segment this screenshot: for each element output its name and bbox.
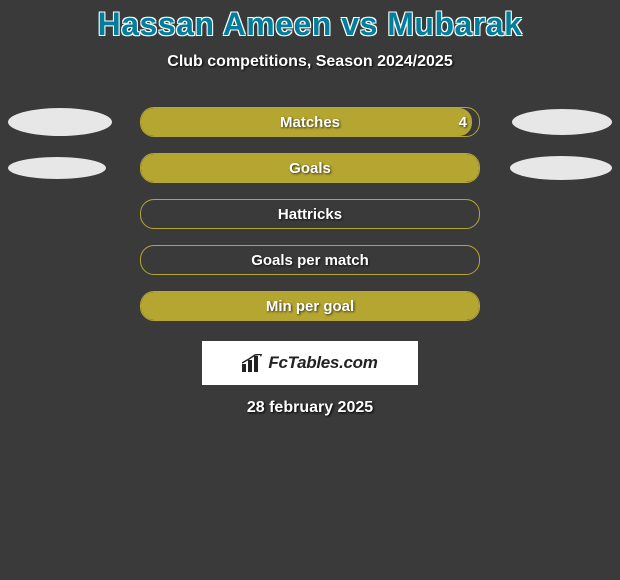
stat-row: Min per goal bbox=[0, 289, 620, 323]
stat-row: Hattricks bbox=[0, 197, 620, 231]
stat-bar: Min per goal bbox=[140, 291, 480, 321]
stat-bar: Matches 4 bbox=[140, 107, 480, 137]
left-ellipse bbox=[8, 157, 106, 179]
right-ellipse bbox=[510, 156, 612, 180]
stat-bar: Hattricks bbox=[140, 199, 480, 229]
subtitle: Club competitions, Season 2024/2025 bbox=[0, 53, 620, 71]
bar-label: Matches bbox=[280, 114, 340, 131]
bar-label: Min per goal bbox=[266, 298, 354, 315]
stat-bar: Goals bbox=[140, 153, 480, 183]
stat-row: Goals bbox=[0, 151, 620, 185]
comparison-infographic: Hassan Ameen vs Mubarak Club competition… bbox=[0, 0, 620, 417]
logo-inner: FcTables.com bbox=[242, 353, 377, 373]
bar-label: Goals per match bbox=[251, 252, 369, 269]
stat-rows: Matches 4 Goals Hattricks Goals per match Min… bbox=[0, 105, 620, 323]
logo-text: FcTables.com bbox=[268, 353, 377, 373]
stat-row: Matches 4 bbox=[0, 105, 620, 139]
logo-box: FcTables.com bbox=[202, 341, 418, 385]
stat-row: Goals per match bbox=[0, 243, 620, 277]
bar-value: 4 bbox=[459, 114, 467, 131]
right-ellipse bbox=[512, 109, 612, 135]
bar-label: Goals bbox=[289, 160, 331, 177]
left-ellipse bbox=[8, 108, 112, 136]
stat-bar: Goals per match bbox=[140, 245, 480, 275]
page-title: Hassan Ameen vs Mubarak bbox=[0, 6, 620, 43]
chart-icon bbox=[242, 354, 264, 372]
bar-label: Hattricks bbox=[278, 206, 342, 223]
date-text: 28 february 2025 bbox=[0, 399, 620, 417]
